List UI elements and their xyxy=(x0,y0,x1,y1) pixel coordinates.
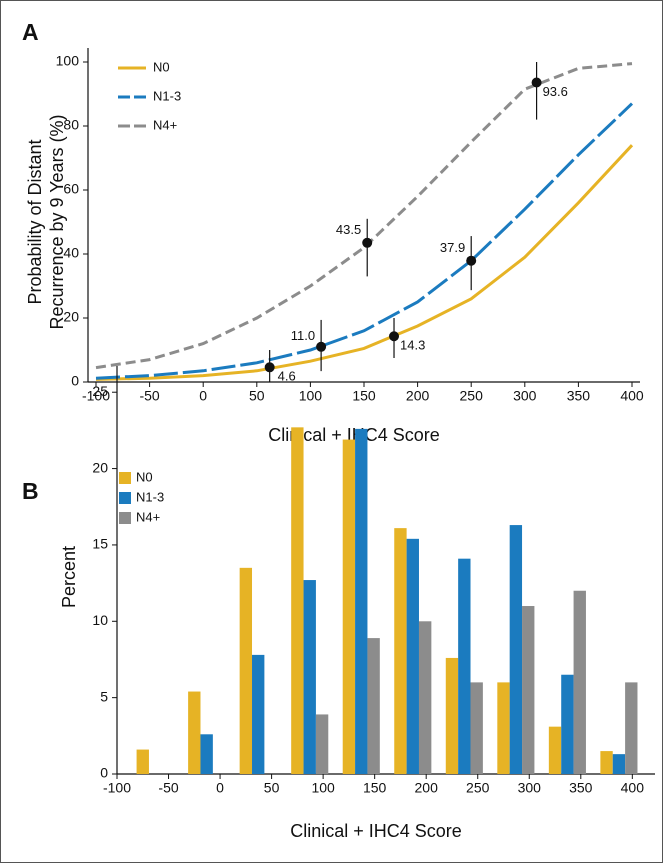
x-tick-label: 300 xyxy=(513,388,537,404)
x-tick-label: 400 xyxy=(621,780,645,796)
bar xyxy=(548,726,562,774)
data-label: 11.0 xyxy=(291,328,315,343)
x-tick-label: 100 xyxy=(311,780,335,796)
bar xyxy=(200,734,213,774)
line-series xyxy=(95,144,634,381)
data-label: 37.9 xyxy=(440,240,465,255)
line-series xyxy=(95,102,634,380)
legend-label: N0 xyxy=(136,469,153,484)
x-axis-title: Clinical + IHC4 Score xyxy=(290,821,462,841)
x-tick-label: -100 xyxy=(103,780,131,796)
bar xyxy=(573,590,586,774)
y-tick-label: 0 xyxy=(100,765,108,781)
data-point xyxy=(531,77,542,88)
x-tick-label: -100 xyxy=(82,388,110,404)
bar xyxy=(445,657,459,774)
bar xyxy=(303,580,316,774)
x-tick-label: 200 xyxy=(415,780,439,796)
panel-0: A 0 20 40 60 80 100 -100 -50 0 50 100 150 200 250 300 35… xyxy=(22,19,644,445)
x-tick-label: 400 xyxy=(620,388,644,404)
legend-label: N0 xyxy=(153,59,170,74)
bar xyxy=(470,682,483,774)
data-point xyxy=(389,331,400,342)
bar xyxy=(418,621,432,774)
x-tick-label: 200 xyxy=(406,388,430,404)
bar xyxy=(612,754,626,774)
bar xyxy=(394,528,407,774)
bar xyxy=(315,714,329,774)
legend-label: N4+ xyxy=(136,509,160,524)
y-tick-label: 60 xyxy=(63,181,79,197)
bar xyxy=(600,751,613,774)
x-tick-label: 100 xyxy=(299,388,323,404)
x-tick-label: 50 xyxy=(264,780,280,796)
data-point xyxy=(316,341,327,352)
bar xyxy=(625,682,638,774)
bar xyxy=(522,606,535,774)
x-tick-label: 150 xyxy=(363,780,387,796)
x-tick-label: -50 xyxy=(139,388,159,404)
bar xyxy=(291,427,304,774)
data-label: 43.5 xyxy=(336,222,361,237)
bar xyxy=(367,638,380,774)
bar xyxy=(136,749,149,774)
data-label: 93.6 xyxy=(543,84,568,99)
x-tick-label: 300 xyxy=(518,780,542,796)
y-axis-title: Percent xyxy=(59,546,79,608)
data-point xyxy=(466,255,477,266)
legend-swatch xyxy=(119,492,131,504)
panel-label: A xyxy=(22,19,39,45)
panel-label: B xyxy=(22,478,39,504)
y-tick-label: 80 xyxy=(63,117,79,133)
bar xyxy=(497,682,510,774)
bar xyxy=(561,674,574,774)
y-tick-label: 10 xyxy=(92,612,108,628)
bar xyxy=(239,567,253,774)
data-point xyxy=(362,237,373,248)
data-label: 14.3 xyxy=(400,338,425,353)
bar xyxy=(355,428,368,774)
bar xyxy=(252,654,265,774)
x-tick-label: 0 xyxy=(216,780,224,796)
bar xyxy=(458,558,471,774)
y-tick-label: 20 xyxy=(63,309,79,325)
y-tick-label: 25 xyxy=(92,383,108,399)
bar xyxy=(188,691,201,774)
legend-label: N1-3 xyxy=(153,88,181,103)
line-series xyxy=(95,62,633,370)
y-tick-label: 20 xyxy=(92,459,108,475)
x-tick-label: 350 xyxy=(567,388,591,404)
x-tick-label: 0 xyxy=(199,388,207,404)
legend-swatch xyxy=(119,472,131,484)
bar xyxy=(406,538,419,774)
y-tick-label: 100 xyxy=(56,53,80,69)
y-axis-title: Probability of Distant xyxy=(25,139,45,304)
legend-swatch xyxy=(119,512,131,524)
legend-label: N1-3 xyxy=(136,489,164,504)
x-tick-label: -50 xyxy=(158,780,178,796)
y-tick-label: 40 xyxy=(63,245,79,261)
bar xyxy=(509,525,523,774)
x-tick-label: 150 xyxy=(352,388,376,404)
y-tick-label: 5 xyxy=(100,688,108,704)
x-tick-label: 250 xyxy=(466,780,490,796)
legend-label: N4+ xyxy=(153,117,177,132)
y-tick-label: 15 xyxy=(92,536,108,552)
x-tick-label: 350 xyxy=(569,780,593,796)
y-axis-title: Recurrence by 9 Years (%) xyxy=(47,114,67,329)
y-tick-label: 0 xyxy=(71,373,79,389)
bar xyxy=(342,439,356,774)
data-label: 4.6 xyxy=(278,369,296,384)
x-axis-title: Clinical + IHC4 Score xyxy=(268,425,440,445)
x-tick-label: 50 xyxy=(249,388,265,404)
x-tick-label: 250 xyxy=(460,388,484,404)
data-point xyxy=(264,362,275,373)
